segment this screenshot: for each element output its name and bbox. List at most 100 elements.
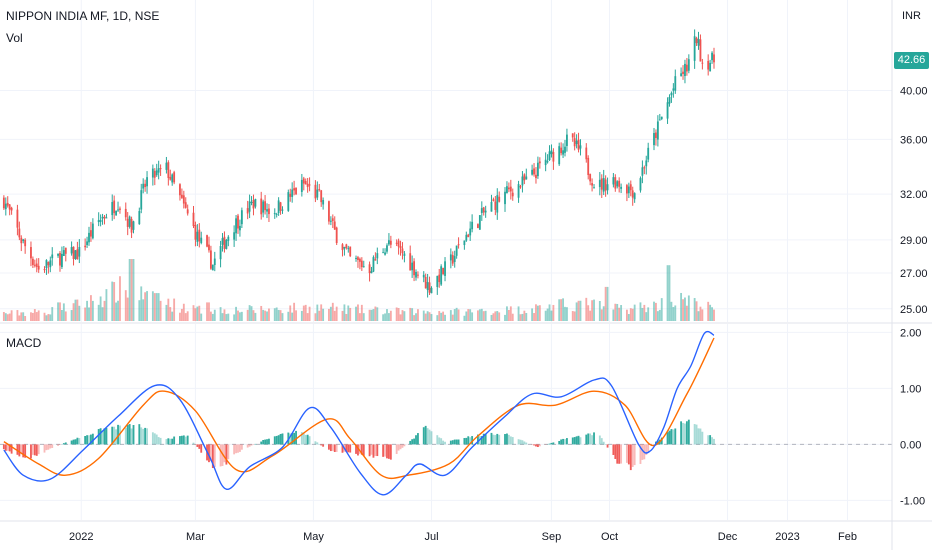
volume-bar — [78, 305, 81, 321]
candle-body — [403, 253, 406, 256]
volume-bar — [333, 310, 336, 321]
macd-histogram-bar — [246, 444, 249, 448]
candle-body — [424, 276, 427, 289]
candle-body — [670, 92, 673, 96]
candle-body — [10, 207, 13, 211]
volume-bar — [585, 297, 588, 321]
candle-body — [331, 218, 334, 221]
volume-bar — [633, 304, 636, 321]
macd-histogram-bar — [587, 433, 590, 445]
volume-bar — [457, 309, 460, 321]
candle-body — [571, 133, 574, 138]
macd-histogram-bar — [687, 419, 690, 445]
volume-bar — [653, 301, 655, 321]
macd-histogram-bar — [260, 441, 263, 445]
candle-body — [546, 161, 549, 163]
candle-body — [239, 225, 241, 231]
volume-bar — [558, 299, 561, 321]
volume-bar — [33, 309, 36, 321]
price-tick-label: 29.00 — [900, 235, 928, 247]
candle-body — [444, 261, 446, 276]
candle-body — [544, 159, 547, 166]
volume-bar — [345, 313, 348, 321]
candle-body — [142, 183, 145, 189]
candle-body — [643, 167, 646, 169]
macd-histogram-bar — [633, 444, 636, 466]
volume-bar — [91, 300, 94, 321]
macd-histogram-bar — [279, 433, 282, 445]
candle-body — [521, 176, 524, 186]
macd-tick-label: 2.00 — [900, 327, 921, 339]
volume-bar — [685, 305, 688, 321]
macd-histogram-bar — [496, 433, 499, 445]
volume-bar — [374, 306, 377, 321]
volume-bar — [490, 314, 493, 321]
macd-histogram-bar — [119, 425, 121, 445]
macd-histogram-bar — [105, 427, 108, 445]
candle-body — [709, 62, 712, 72]
macd-histogram-bar — [180, 435, 183, 445]
volume-bar — [566, 307, 568, 321]
x-axis-labels[interactable]: 2022 Mar May Jul Sep Oct Dec 2023 Feb — [69, 531, 857, 543]
macd-histogram-bar — [349, 444, 352, 453]
macd-histogram-bar — [693, 424, 696, 445]
volume-bar — [625, 309, 628, 321]
time-tick-label: Sep — [542, 531, 562, 543]
volume-bar — [477, 310, 479, 321]
macd-histogram-bar — [291, 433, 294, 445]
volume-bar — [99, 296, 102, 321]
volume-bar — [525, 312, 528, 321]
candle-body — [45, 260, 48, 269]
candle-body — [115, 210, 118, 216]
candle-body — [43, 269, 46, 271]
macd-histogram-bar — [695, 424, 698, 445]
macd-histogram-bar — [194, 444, 197, 446]
candle-body — [465, 234, 468, 241]
macd-histogram-bar — [374, 444, 377, 456]
macd-histogram-bar — [45, 444, 48, 451]
price-tick-label: 27.00 — [900, 268, 928, 280]
symbol-legend[interactable]: NIPPON INDIA MF, 1D, NSE — [6, 9, 160, 23]
volume-bar — [237, 310, 239, 321]
macd-histogram-bar — [531, 444, 534, 445]
candle-body — [604, 179, 607, 191]
volume-bar — [368, 309, 371, 321]
macd-legend[interactable]: MACD — [6, 336, 42, 350]
candle-body — [159, 168, 162, 170]
y-axis-labels[interactable]: 25.00 27.00 29.00 32.00 36.00 40.00 -1.00 0.00 1… — [900, 85, 928, 507]
macd-histogram-bar — [198, 444, 201, 449]
macd-histogram-bar — [372, 444, 375, 458]
candle-body — [695, 37, 698, 44]
macd-histogram-bar — [306, 434, 309, 445]
volume-bar — [444, 314, 446, 321]
candle-body — [51, 254, 54, 259]
macd-histogram-bar — [275, 435, 278, 445]
volume-bar — [51, 307, 54, 321]
time-tick-label: Jul — [424, 531, 438, 543]
volume-bar — [266, 311, 268, 321]
volume-legend[interactable]: Vol — [6, 31, 23, 45]
candle-body — [99, 219, 102, 222]
macd-histogram-bar — [64, 442, 67, 445]
candle-body — [598, 179, 601, 188]
macd-histogram-bar — [575, 436, 578, 445]
macd-histogram-bar — [384, 444, 386, 457]
macd-histogram-bar — [165, 439, 168, 445]
candle-body — [254, 199, 257, 207]
macd-histogram-bar — [357, 444, 359, 456]
volume-bar — [589, 310, 592, 321]
volume-bar — [660, 298, 663, 321]
volume-bar — [438, 311, 441, 321]
candle-body — [31, 258, 34, 265]
volume-bar — [167, 298, 170, 321]
macd-histogram-bar — [49, 444, 52, 449]
macd-histogram-bar — [411, 439, 414, 445]
volume-bar — [645, 312, 648, 321]
candle-body — [550, 150, 553, 155]
candle-body — [200, 237, 203, 244]
macd-histogram-bar — [43, 444, 46, 453]
macd-histogram-bar — [318, 443, 321, 445]
volume-bar — [701, 309, 704, 321]
price-tick-label: 40.00 — [900, 85, 928, 97]
